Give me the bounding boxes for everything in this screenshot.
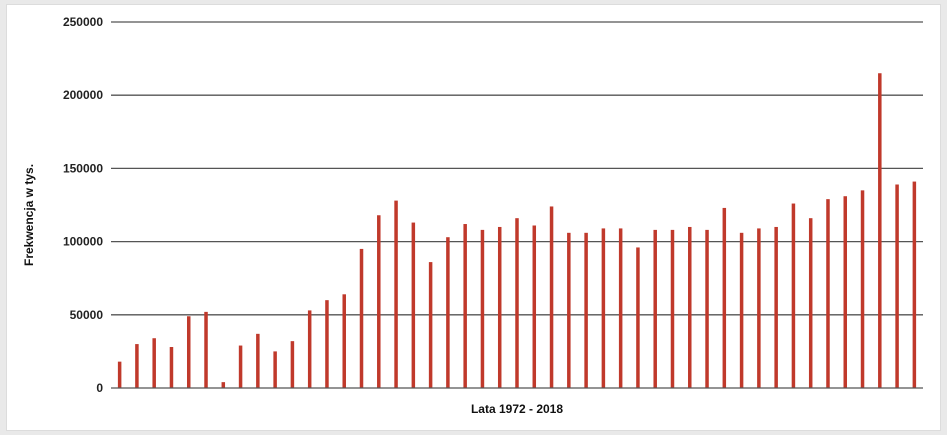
bar [774, 226, 778, 388]
y-tick-label: 100000 [63, 235, 103, 249]
bar [860, 190, 865, 388]
bar [497, 226, 502, 388]
bar [618, 228, 623, 388]
bar [342, 294, 346, 388]
y-tick-label: 0 [96, 381, 103, 395]
bar [532, 225, 537, 388]
grid-lines [111, 21, 923, 316]
bar [394, 200, 398, 388]
bar [549, 206, 554, 388]
bar [359, 248, 364, 388]
bar [117, 361, 122, 388]
bar [757, 228, 761, 388]
bar [705, 229, 709, 388]
y-tick-label: 250000 [63, 15, 103, 29]
bar [290, 341, 295, 388]
bar [601, 228, 606, 388]
y-tick-label: 150000 [63, 161, 103, 175]
x-axis-title: Lata 1972 - 2018 [471, 402, 563, 416]
bar [446, 237, 450, 388]
bar [912, 181, 917, 388]
bar [808, 218, 813, 388]
bar [377, 215, 381, 388]
bar [186, 316, 191, 388]
bar [256, 333, 260, 388]
bar [878, 73, 882, 389]
bar [515, 218, 519, 388]
bar [480, 229, 485, 388]
y-axis-tick-labels: 0 50000 100000 150000 200000 250000 [63, 15, 103, 395]
bar [739, 232, 744, 388]
bar [307, 310, 312, 388]
bar [722, 207, 727, 388]
y-tick-label: 50000 [70, 308, 104, 322]
bar [688, 226, 692, 388]
bar [152, 338, 156, 388]
bar [567, 232, 571, 388]
chart-frame: 0 50000 100000 150000 200000 250000 Frekwencj… [6, 4, 941, 431]
y-tick-label: 200000 [63, 88, 103, 102]
bar [670, 229, 675, 388]
bar [169, 347, 174, 388]
bar [411, 222, 416, 388]
bar [826, 199, 830, 388]
bar [791, 203, 796, 388]
bar [428, 262, 433, 388]
y-axis-title: Frekwencja w tys. [22, 164, 36, 266]
bar [636, 247, 640, 388]
bar [325, 300, 329, 388]
bar-chart: 0 50000 100000 150000 200000 250000 Frekwencj… [22, 15, 923, 416]
bar [463, 224, 467, 388]
bars [117, 73, 917, 389]
bar [204, 311, 208, 388]
bar [584, 232, 588, 388]
bar [135, 344, 139, 388]
bar [843, 196, 848, 388]
bar [273, 351, 277, 388]
bar [653, 229, 657, 388]
bar [895, 184, 899, 388]
bar [238, 345, 243, 388]
bar [221, 382, 226, 388]
